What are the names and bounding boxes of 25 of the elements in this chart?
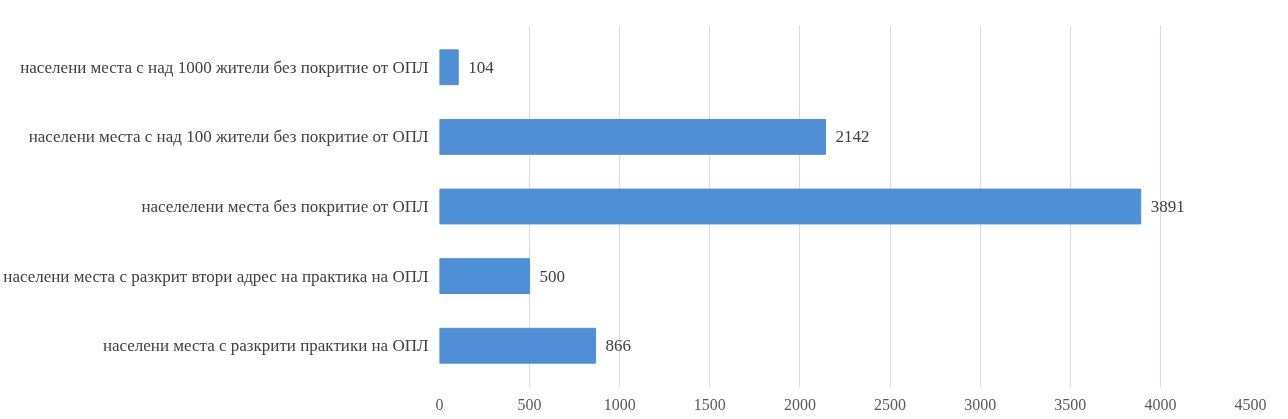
data-label: 3891 <box>1150 197 1185 216</box>
x-tick-label: 3000 <box>964 395 997 413</box>
data-label: 104 <box>468 57 495 77</box>
y-tick-label: населени места с над 100 жители без покритие от ОПЛ <box>28 127 429 147</box>
data-label: 500 <box>539 266 566 286</box>
x-tick-label: 4000 <box>1144 395 1177 413</box>
x-tick-label: 2500 <box>874 395 907 413</box>
x-tick-label: 3500 <box>1054 395 1087 413</box>
bar <box>439 49 459 86</box>
bar <box>439 258 531 295</box>
data-label: 866 <box>605 336 632 356</box>
y-tick-label: населени места с разкрит втори адрес на практика на ОПЛ <box>3 266 429 286</box>
x-tick-label: 0 <box>435 395 444 413</box>
bar <box>439 327 597 364</box>
x-tick-label: 1000 <box>603 395 636 413</box>
bar <box>439 188 1142 225</box>
x-tick-label: 2000 <box>783 395 816 413</box>
x-tick-label: 4500 <box>1234 395 1267 413</box>
bar <box>439 118 827 155</box>
y-tick-label: населени места с разкрити практики на ОПЛ <box>102 336 429 356</box>
x-tick-label: 500 <box>517 395 542 413</box>
y-tick-label: населени места с над 1000 жители без покритие от ОПЛ <box>20 57 429 77</box>
y-tick-label: населелени места без покритие от ОПЛ <box>141 197 429 216</box>
x-tick-label: 1500 <box>693 395 726 413</box>
data-label: 2142 <box>835 127 870 147</box>
